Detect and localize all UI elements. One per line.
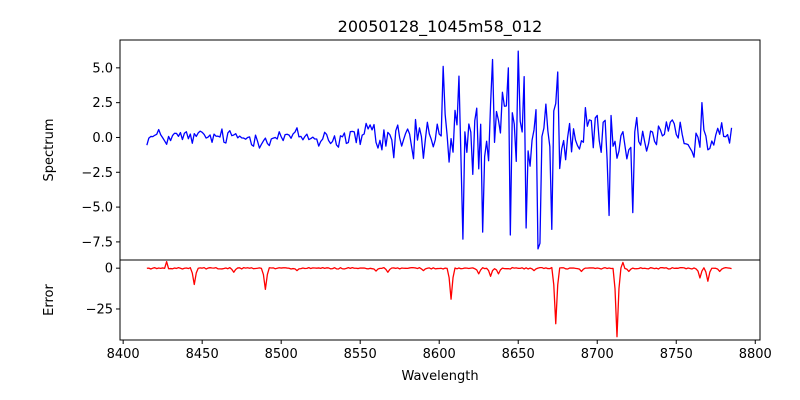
spectrum-series-group	[146, 50, 733, 250]
x-tick-label: 8400	[107, 347, 140, 362]
x-tick-label: 8650	[502, 347, 535, 362]
spectrum-y-tick-label: 5.0	[92, 61, 113, 76]
spectrum-y-tick-label: 2.5	[92, 96, 113, 111]
error-axes-frame	[119, 259, 761, 341]
x-tick-label: 8700	[581, 347, 614, 362]
spectrum-y-tick-label: 0.0	[92, 131, 113, 146]
x-tick-label: 8600	[423, 347, 456, 362]
spectrum-y-tick-label: −5.0	[81, 201, 113, 216]
x-tick-label: 8500	[265, 347, 298, 362]
error-x-ticks: 8400 8450 8500 8550 8600 8650 8700 8750 8800	[107, 340, 772, 362]
spectrum-y-tick-label: −7.5	[81, 235, 113, 250]
x-tick-label: 8550	[344, 347, 377, 362]
spectrum-y-ticks: 5.0 2.5 0.0 −2.5 −5.0 −7.5	[81, 61, 120, 250]
spectrum-y-axis-label: Spectrum	[42, 119, 57, 182]
x-tick-label: 8750	[660, 347, 693, 362]
error-series-group	[146, 260, 732, 338]
error-y-ticks: 0 −25	[86, 262, 120, 317]
error-panel: 0 −25 8400 8450 8500 8550 8600 8650 8700 8750 880…	[42, 259, 772, 384]
error-y-tick-label: −25	[86, 302, 113, 317]
x-axis-label: Wavelength	[401, 369, 478, 384]
spectrum-line	[146, 50, 733, 250]
x-tick-label: 8450	[186, 347, 219, 362]
error-line	[146, 260, 732, 338]
error-y-axis-label: Error	[42, 284, 57, 316]
x-tick-label: 8800	[739, 347, 772, 362]
spectrum-y-tick-label: −2.5	[81, 166, 113, 181]
figure-title: 20050128_1045m58_012	[338, 17, 543, 37]
error-y-tick-label: 0	[105, 262, 113, 277]
